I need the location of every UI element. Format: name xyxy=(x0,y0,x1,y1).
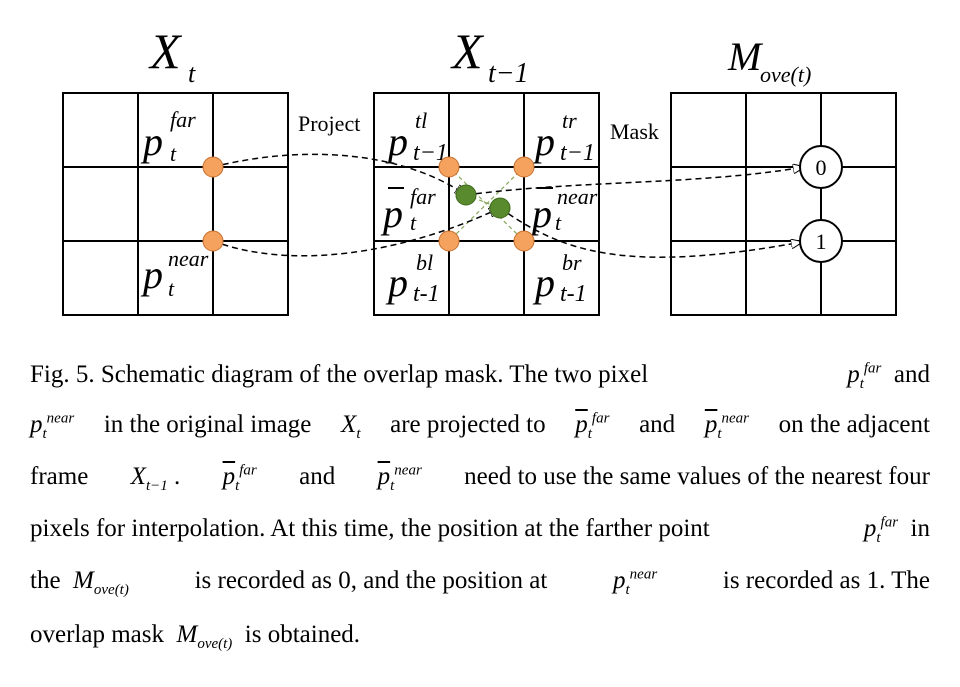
title-x-t-minus-1: X t−1 xyxy=(450,23,529,89)
arrow-far-to-middle xyxy=(212,153,466,195)
arrow-near-to-middle xyxy=(212,208,500,257)
label-p-tr: p tr t−1 xyxy=(532,108,595,166)
point-pbar-near xyxy=(489,197,511,219)
svg-text:0: 0 xyxy=(816,155,827,180)
svg-text:near: near xyxy=(557,184,598,209)
caption-line-3: frame Xt−1 . ptfar and ptnear need to us… xyxy=(30,462,930,494)
svg-text:near: near xyxy=(168,246,209,271)
neighbor-links xyxy=(448,166,525,242)
svg-text:p: p xyxy=(380,191,403,236)
svg-text:t−1: t−1 xyxy=(560,140,595,166)
svg-text:t: t xyxy=(188,59,196,88)
svg-text:p: p xyxy=(140,119,163,164)
orange-points xyxy=(202,156,535,252)
svg-text:bl: bl xyxy=(416,250,433,275)
svg-text:far: far xyxy=(410,184,436,209)
svg-text:p: p xyxy=(532,119,555,164)
caption-line-6: overlap mask Move(t) is obtained. xyxy=(30,621,361,652)
svg-text:p: p xyxy=(529,191,552,236)
overlap-mask-diagram: X t X t−1 M ove(t) p far t p xyxy=(62,23,897,316)
svg-text:1: 1 xyxy=(816,229,827,254)
svg-text:p: p xyxy=(385,260,408,305)
project-label: Project xyxy=(298,111,360,136)
svg-text:M: M xyxy=(727,34,764,79)
svg-text:t: t xyxy=(555,210,562,235)
title-m-ove-t: M ove(t) xyxy=(727,34,811,87)
svg-text:t-1: t-1 xyxy=(560,281,587,307)
label-p-br: p br t-1 xyxy=(532,250,587,307)
point-br xyxy=(513,230,535,252)
label-pbar-near: p near t xyxy=(529,184,598,236)
svg-text:X: X xyxy=(450,23,485,79)
label-p-near: p near t xyxy=(140,246,209,301)
svg-text:br: br xyxy=(562,250,582,275)
mask-value-1: 1 xyxy=(799,219,843,263)
svg-text:p: p xyxy=(140,252,163,297)
label-p-tl: p tl t−1 xyxy=(385,108,448,166)
grid-left xyxy=(62,92,289,316)
title-x-t: X t xyxy=(148,23,196,88)
caption-line-2: ptnear in the original image Xt are proj… xyxy=(30,410,930,442)
grid-right xyxy=(670,92,897,316)
label-p-bl: p bl t-1 xyxy=(385,250,440,307)
point-bl xyxy=(438,230,460,252)
svg-text:t−1: t−1 xyxy=(488,58,529,89)
label-p-far: p far t xyxy=(140,107,196,166)
point-p-far xyxy=(202,156,224,178)
arrow-far-to-mask xyxy=(465,167,804,196)
svg-text:t: t xyxy=(410,210,417,235)
projection-arrows xyxy=(212,153,804,258)
point-tl xyxy=(438,156,460,178)
svg-text:tr: tr xyxy=(562,108,577,133)
point-pbar-far xyxy=(455,184,477,206)
svg-text:p: p xyxy=(385,119,408,164)
svg-text:t: t xyxy=(170,141,177,166)
mask-label: Mask xyxy=(610,119,659,144)
caption-line-4: pixels for interpolation. At this time, … xyxy=(30,514,930,546)
svg-text:t: t xyxy=(168,276,175,301)
point-p-near xyxy=(202,230,224,252)
point-tr xyxy=(513,156,535,178)
green-points xyxy=(455,184,511,219)
label-pbar-far: p far t xyxy=(380,184,436,236)
caption-line-5: the Move(t) is recorded as 0, and the po… xyxy=(30,566,930,598)
svg-text:t-1: t-1 xyxy=(413,281,440,307)
svg-text:ove(t): ove(t) xyxy=(760,62,811,87)
caption-line-1: Fig. 5. Schematic diagram of the overlap… xyxy=(30,360,930,392)
mask-value-0: 0 xyxy=(799,145,843,189)
svg-text:X: X xyxy=(148,23,183,79)
svg-text:p: p xyxy=(532,260,555,305)
svg-text:far: far xyxy=(170,107,196,132)
arrow-near-to-mask xyxy=(499,207,802,258)
svg-text:tl: tl xyxy=(415,108,427,133)
